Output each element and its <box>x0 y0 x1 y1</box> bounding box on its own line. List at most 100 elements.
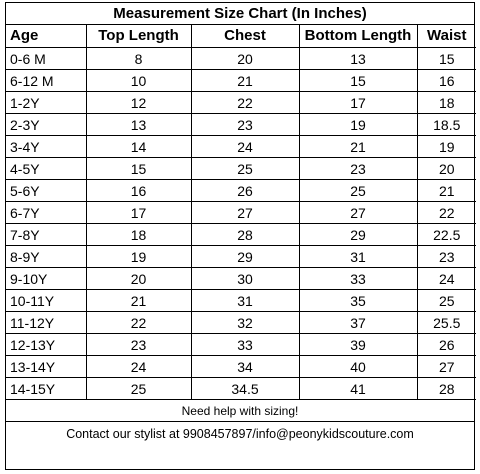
cell-bottom-length: 17 <box>298 91 418 114</box>
cell-age: 0-6 M <box>6 47 87 70</box>
cell-chest: 34.5 <box>190 377 300 400</box>
column-header-bottom-length: Bottom Length <box>298 25 418 48</box>
cell-top-length: 10 <box>85 69 192 92</box>
cell-age: 5-6Y <box>6 179 87 202</box>
cell-age: 7-8Y <box>6 223 87 246</box>
cell-waist: 22.5 <box>416 223 476 246</box>
cell-bottom-length: 31 <box>298 245 418 268</box>
cell-chest: 27 <box>190 201 300 224</box>
cell-top-length: 17 <box>85 201 192 224</box>
cell-bottom-length: 39 <box>298 333 418 356</box>
cell-chest: 26 <box>190 179 300 202</box>
cell-bottom-length: 15 <box>298 69 418 92</box>
cell-age: 1-2Y <box>6 91 87 114</box>
cell-top-length: 23 <box>85 333 192 356</box>
column-header-chest: Chest <box>190 25 300 48</box>
cell-bottom-length: 21 <box>298 135 418 158</box>
column-header-age: Age <box>6 25 87 48</box>
cell-bottom-length: 27 <box>298 201 418 224</box>
cell-age: 13-14Y <box>6 355 87 378</box>
cell-waist: 28 <box>416 377 476 400</box>
cell-age: 10-11Y <box>6 289 87 312</box>
cell-top-length: 25 <box>85 377 192 400</box>
contact-info: Contact our stylist at 9908457897/info@p… <box>66 427 414 441</box>
cell-age: 6-12 M <box>6 69 87 92</box>
column-header-waist: Waist <box>416 25 476 48</box>
cell-chest: 30 <box>190 267 300 290</box>
cell-age: 12-13Y <box>6 333 87 356</box>
cell-waist: 19 <box>416 135 476 158</box>
size-table: Age Top Length Chest Bottom Length Waist… <box>6 25 476 400</box>
table-row: 4-5Y 15 25 23 20 <box>6 157 476 180</box>
cell-chest: 20 <box>190 47 300 70</box>
cell-age: 4-5Y <box>6 157 87 180</box>
cell-waist: 23 <box>416 245 476 268</box>
cell-top-length: 12 <box>85 91 192 114</box>
cell-waist: 20 <box>416 157 476 180</box>
cell-bottom-length: 23 <box>298 157 418 180</box>
table-row: 5-6Y 16 26 25 21 <box>6 179 476 202</box>
table-row: 1-2Y 12 22 17 18 <box>6 91 476 114</box>
cell-top-length: 21 <box>85 289 192 312</box>
cell-age: 3-4Y <box>6 135 87 158</box>
cell-waist: 21 <box>416 179 476 202</box>
table-row: 12-13Y 23 33 39 26 <box>6 333 476 356</box>
cell-bottom-length: 33 <box>298 267 418 290</box>
table-row: 7-8Y 18 28 29 22.5 <box>6 223 476 246</box>
cell-top-length: 8 <box>85 47 192 70</box>
cell-age: 11-12Y <box>6 311 87 334</box>
size-chart: Measurement Size Chart (In Inches) Age T… <box>5 2 476 470</box>
table-row: 6-7Y 17 27 27 22 <box>6 201 476 224</box>
cell-bottom-length: 37 <box>298 311 418 334</box>
cell-age: 6-7Y <box>6 201 87 224</box>
cell-bottom-length: 29 <box>298 223 418 246</box>
table-row: 9-10Y 20 30 33 24 <box>6 267 476 290</box>
cell-waist: 18.5 <box>416 113 476 136</box>
cell-chest: 33 <box>190 333 300 356</box>
cell-bottom-length: 13 <box>298 47 418 70</box>
cell-waist: 16 <box>416 69 476 92</box>
table-row: 10-11Y 21 31 35 25 <box>6 289 476 312</box>
cell-top-length: 20 <box>85 267 192 290</box>
cell-top-length: 14 <box>85 135 192 158</box>
cell-chest: 23 <box>190 113 300 136</box>
column-header-top-length: Top Length <box>85 25 192 48</box>
cell-top-length: 18 <box>85 223 192 246</box>
cell-top-length: 16 <box>85 179 192 202</box>
chart-title: Measurement Size Chart (In Inches) <box>6 3 474 25</box>
cell-age: 8-9Y <box>6 245 87 268</box>
sizing-help-text: Need help with sizing! <box>6 400 474 422</box>
cell-chest: 31 <box>190 289 300 312</box>
cell-bottom-length: 40 <box>298 355 418 378</box>
cell-waist: 25.5 <box>416 311 476 334</box>
cell-waist: 24 <box>416 267 476 290</box>
cell-bottom-length: 25 <box>298 179 418 202</box>
cell-top-length: 15 <box>85 157 192 180</box>
cell-waist: 27 <box>416 355 476 378</box>
cell-chest: 32 <box>190 311 300 334</box>
cell-age: 9-10Y <box>6 267 87 290</box>
cell-chest: 34 <box>190 355 300 378</box>
cell-waist: 22 <box>416 201 476 224</box>
table-row: 6-12 M 10 21 15 16 <box>6 69 476 92</box>
cell-chest: 25 <box>190 157 300 180</box>
cell-waist: 18 <box>416 91 476 114</box>
cell-chest: 24 <box>190 135 300 158</box>
cell-top-length: 22 <box>85 311 192 334</box>
table-row: 0-6 M 8 20 13 15 <box>6 47 476 70</box>
cell-chest: 21 <box>190 69 300 92</box>
cell-age: 2-3Y <box>6 113 87 136</box>
cell-age: 14-15Y <box>6 377 87 400</box>
cell-waist: 26 <box>416 333 476 356</box>
cell-chest: 22 <box>190 91 300 114</box>
cell-top-length: 13 <box>85 113 192 136</box>
cell-bottom-length: 19 <box>298 113 418 136</box>
cell-top-length: 24 <box>85 355 192 378</box>
cell-bottom-length: 35 <box>298 289 418 312</box>
table-row: 11-12Y 22 32 37 25.5 <box>6 311 476 334</box>
table-row: 3-4Y 14 24 21 19 <box>6 135 476 158</box>
cell-top-length: 19 <box>85 245 192 268</box>
table-row: 13-14Y 24 34 40 27 <box>6 355 476 378</box>
cell-chest: 28 <box>190 223 300 246</box>
cell-waist: 15 <box>416 47 476 70</box>
